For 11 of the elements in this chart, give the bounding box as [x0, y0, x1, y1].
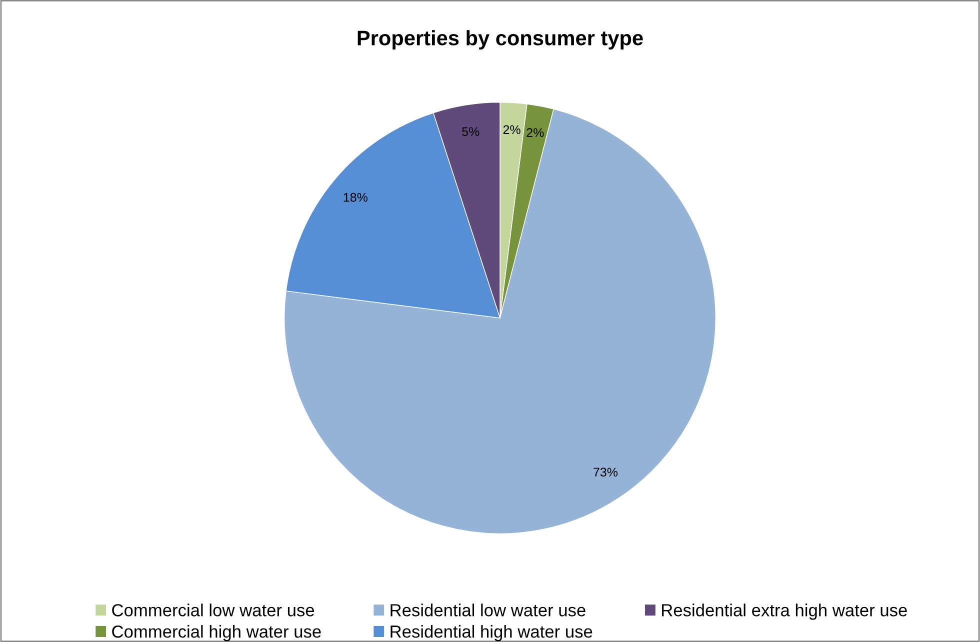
legend-label: Residential extra high water use	[662, 604, 907, 620]
data-label: 5%	[462, 127, 480, 136]
data-label: 18%	[344, 192, 368, 202]
legend-label: Residential low water use	[390, 604, 586, 616]
chart-title: Properties by consumer type	[358, 30, 643, 50]
data-label: 73%	[594, 468, 618, 477]
legend-label: Commercial high water use	[112, 625, 321, 642]
legend-label: Commercial low water use	[112, 604, 314, 616]
legend-label: Residential high water use	[390, 625, 592, 642]
data-label: 2%	[503, 125, 520, 134]
data-label: 2%	[526, 128, 544, 137]
